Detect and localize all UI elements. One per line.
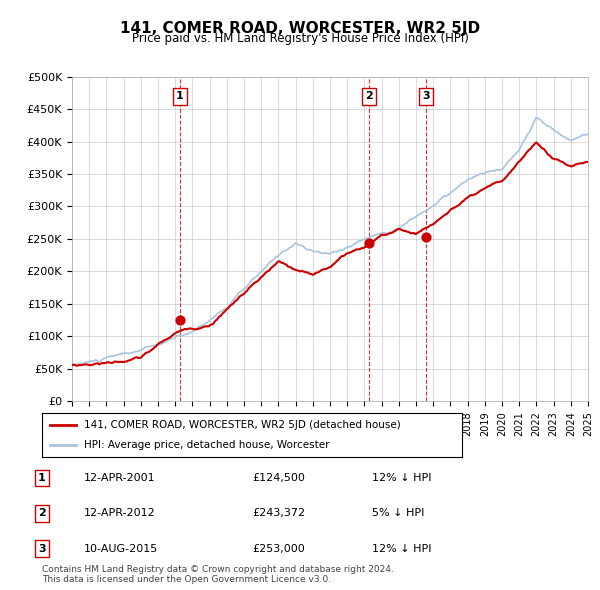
Text: 1: 1 xyxy=(176,91,184,101)
Text: 1: 1 xyxy=(38,473,46,483)
Text: 10-AUG-2015: 10-AUG-2015 xyxy=(84,544,158,553)
Text: 12% ↓ HPI: 12% ↓ HPI xyxy=(372,544,431,553)
Text: HPI: Average price, detached house, Worcester: HPI: Average price, detached house, Worc… xyxy=(84,440,329,450)
Point xyxy=(422,232,431,242)
Text: 2: 2 xyxy=(365,91,373,101)
Text: 12-APR-2012: 12-APR-2012 xyxy=(84,509,156,518)
Point xyxy=(175,316,185,325)
Text: £243,372: £243,372 xyxy=(252,509,305,518)
Text: £124,500: £124,500 xyxy=(252,473,305,483)
Text: 141, COMER ROAD, WORCESTER, WR2 5JD: 141, COMER ROAD, WORCESTER, WR2 5JD xyxy=(120,21,480,35)
Text: £253,000: £253,000 xyxy=(252,544,305,553)
Text: 5% ↓ HPI: 5% ↓ HPI xyxy=(372,509,424,518)
Text: 3: 3 xyxy=(422,91,430,101)
Point xyxy=(364,238,374,248)
Text: 141, COMER ROAD, WORCESTER, WR2 5JD (detached house): 141, COMER ROAD, WORCESTER, WR2 5JD (det… xyxy=(84,421,401,430)
Text: 12% ↓ HPI: 12% ↓ HPI xyxy=(372,473,431,483)
Text: 12-APR-2001: 12-APR-2001 xyxy=(84,473,155,483)
Text: Price paid vs. HM Land Registry's House Price Index (HPI): Price paid vs. HM Land Registry's House … xyxy=(131,32,469,45)
Text: 3: 3 xyxy=(38,544,46,553)
Text: Contains HM Land Registry data © Crown copyright and database right 2024.
This d: Contains HM Land Registry data © Crown c… xyxy=(42,565,394,584)
Text: 2: 2 xyxy=(38,509,46,518)
